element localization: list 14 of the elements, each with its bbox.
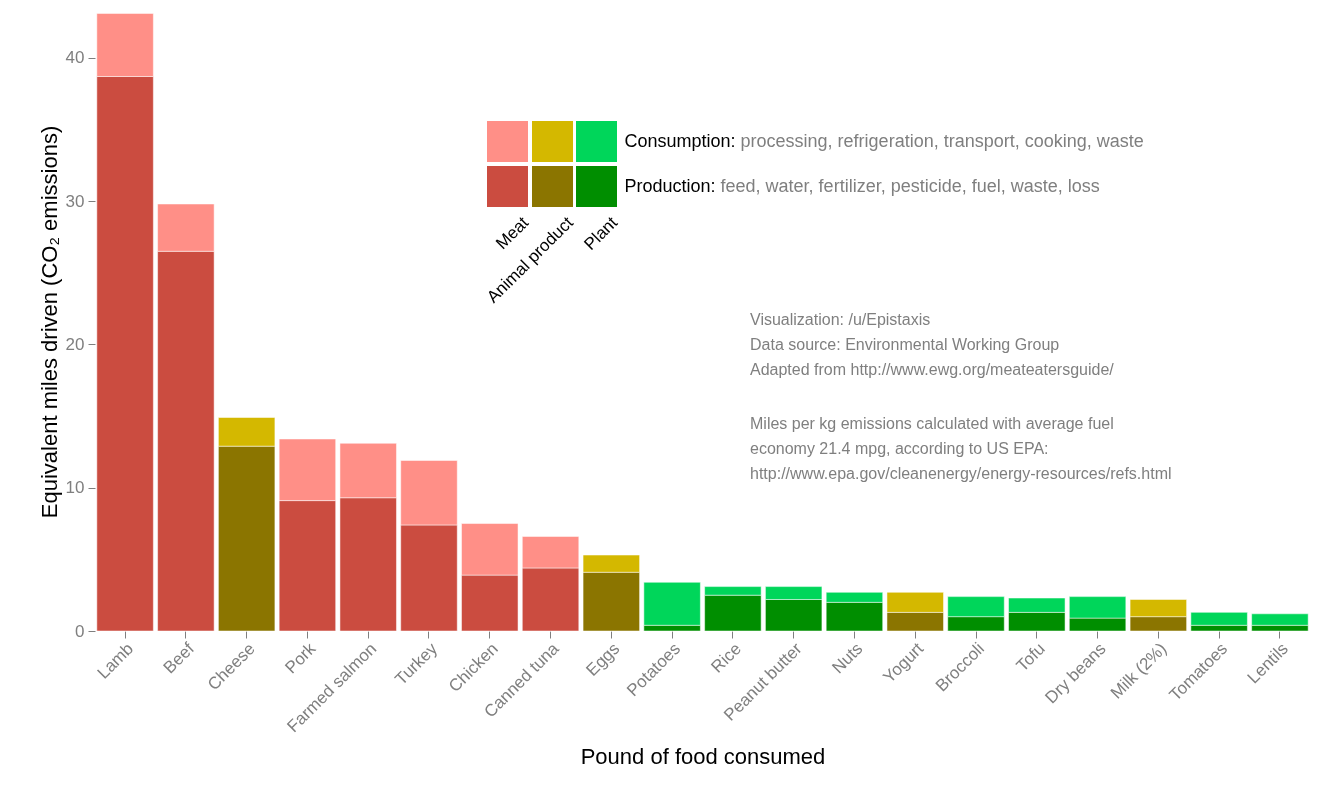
y-tick-label: 30 xyxy=(65,191,85,211)
x-axis-title: Pound of food consumed xyxy=(580,744,826,770)
y-tick-label: 20 xyxy=(65,334,85,354)
annotation: Miles per kg emissions calculated with average fuel economy 21.4 mpg, according to US EPA: http://www.epa.gov/cleanenergy/energy-resources/refs.html xyxy=(750,415,1172,482)
legend-label: Production: feed, water, fertilizer, pesticide, fuel, waste, loss xyxy=(624,176,1100,196)
x-tick-label: Tofu xyxy=(1012,639,1049,676)
y-tick-label: 40 xyxy=(65,48,85,68)
y-tick-label: 0 xyxy=(75,621,85,641)
legend-label: Consumption: processing, refrigeration, transport, cooking, waste xyxy=(624,131,1144,151)
x-tick-label: Rice xyxy=(707,639,745,677)
y-tick-label: 10 xyxy=(65,478,85,498)
x-tick-label: Nuts xyxy=(828,639,867,678)
y-axis-title: Equivalent miles driven (CO₂ emissions) xyxy=(36,125,62,519)
annotation: Visualization: /u/Epistaxis Data source: Environmental Working Group Adapted from http://www.ewg.org/meateatersguide/ xyxy=(750,311,1115,378)
